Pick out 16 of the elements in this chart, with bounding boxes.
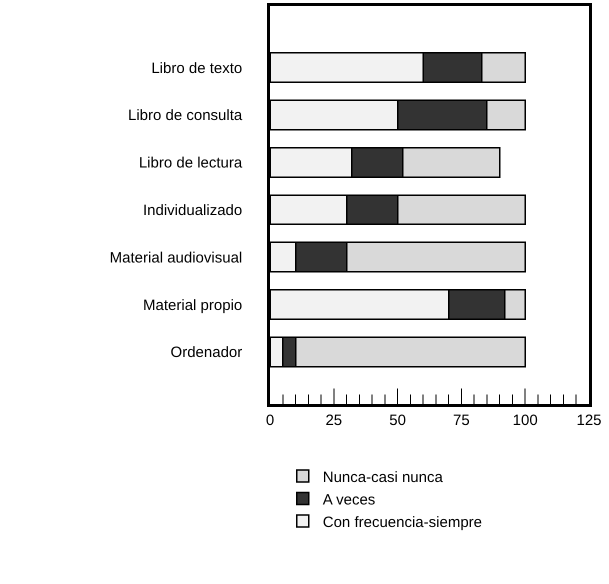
x-tick-label: 125 [576,412,602,429]
x-tick-label: 100 [512,412,538,429]
y-tick-label: Libro de texto [151,60,242,77]
x-tick-label: 75 [453,412,470,429]
y-tick-label: Individualizado [143,202,242,219]
y-tick-label: Ordenador [170,344,242,362]
x-tick-label: 0 [266,412,274,429]
x-tick-label: 25 [325,412,342,429]
x-tick-label: 50 [389,412,406,429]
y-tick-label: Libro de consulta [128,107,243,124]
y-tick-label: Material audiovisual [110,249,242,266]
legend-label: Nunca-casi nunca [322,468,444,486]
legend-label: Con frecuencia-siempre [322,514,482,531]
legend-label: A veces [322,491,376,508]
y-tick-label: Libro de lectura [138,154,243,172]
y-tick-label: Material propio [143,296,242,314]
